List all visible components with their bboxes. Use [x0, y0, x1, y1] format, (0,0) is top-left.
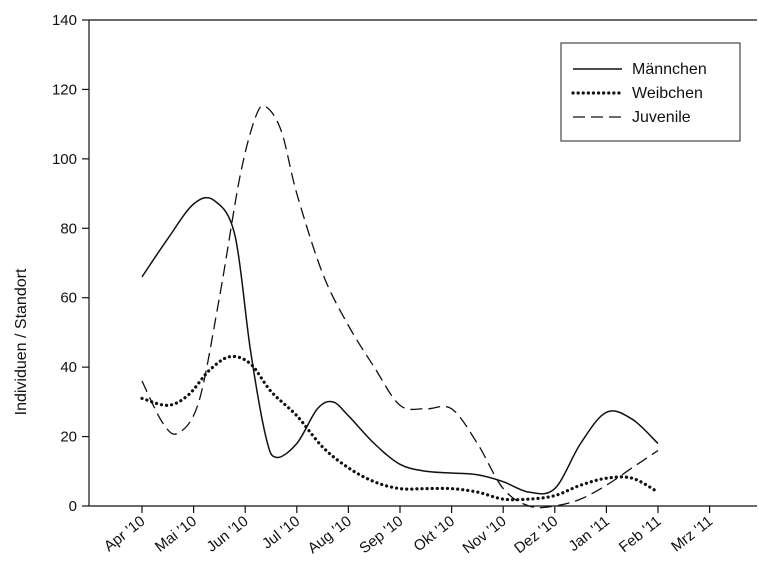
legend-label: Männchen — [632, 61, 707, 78]
x-tick-label: Okt '10 — [411, 513, 459, 555]
x-axis: Apr '10 Mai '10 Jun '10 Jul '10 Aug '10 Sep '… — [101, 506, 716, 557]
x-tick-label: Mai '10 — [152, 513, 200, 556]
x-tick-label: Aug '10 — [305, 513, 355, 557]
y-tick-label: 120 — [52, 81, 77, 98]
y-tick-label: 40 — [60, 359, 77, 376]
x-tick-label: Feb '11 — [616, 513, 665, 556]
x-tick-label: Apr '10 — [101, 513, 149, 555]
legend-label: Weibchen — [632, 85, 703, 102]
legend: Männchen Weibchen Juvenile — [560, 42, 741, 142]
y-tick-label: 100 — [52, 151, 77, 168]
x-tick-label: Mrz '11 — [668, 513, 716, 556]
x-tick-label: Jan '11 — [566, 513, 613, 555]
x-tick-label: Jul '10 — [259, 513, 303, 553]
legend-label: Juvenile — [632, 109, 691, 126]
y-tick-label: 140 — [52, 12, 77, 29]
x-tick-label: Jun '10 — [203, 513, 251, 556]
y-tick-label: 80 — [60, 220, 77, 237]
legend-box — [560, 42, 741, 142]
plot-frame — [88, 19, 757, 507]
series-layer — [140, 105, 660, 509]
series-line-juvenile — [141, 105, 659, 509]
series-line-mnnchen — [141, 196, 659, 495]
y-axis: 0 20 40 60 80 100 120 140 — [52, 12, 89, 515]
y-tick-label: 20 — [60, 429, 77, 446]
x-tick-label: Nov '10 — [459, 513, 509, 557]
series-line-weibchen — [140, 354, 660, 502]
x-tick-label: Sep '10 — [356, 513, 406, 557]
y-axis-title: Individuen / Standort — [13, 268, 30, 415]
x-tick-label: Dez '10 — [511, 513, 561, 557]
y-tick-label: 60 — [60, 290, 77, 307]
y-tick-label: 0 — [69, 498, 77, 515]
